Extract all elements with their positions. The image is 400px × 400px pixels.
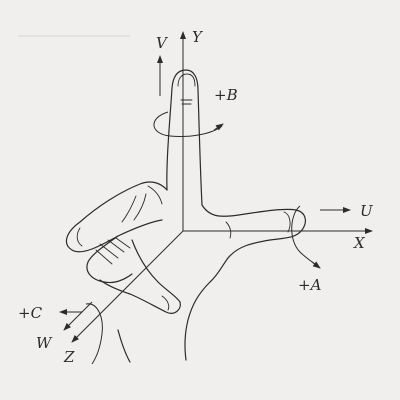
a-rotation-arc [291,205,319,267]
pinky-fingernail [161,295,170,311]
a-rotation-label: +A [298,276,322,294]
shade-line-4 [115,237,131,249]
wrist-left [117,329,131,363]
shade-line-3 [107,239,125,253]
palm-outline [184,257,229,361]
pinky-finger [99,239,181,314]
a-rotation-arrow [311,261,321,269]
u-translation-label: U [360,202,374,220]
rotation-arcs [59,111,321,365]
c-rotation-arc [85,303,103,365]
index-fingernail [177,73,196,87]
thumb-nail [283,211,291,233]
thumb [201,204,306,259]
ring-finger [86,235,133,284]
index-finger [166,69,203,206]
middle-finger [65,181,168,253]
shade-line-6 [133,193,147,221]
w-translation-label: W [36,334,53,352]
b-rotation-label: +B [214,86,238,104]
b-rotation-arrow [213,123,224,131]
z-axis-line [71,230,184,343]
shade-line-2 [99,243,119,259]
axes [71,31,373,343]
w-arrow [63,301,93,331]
z-axis-label: Z [63,348,75,366]
v-translation-label: V [156,34,169,52]
shade-line-1 [95,249,113,265]
shade-line-5 [121,195,137,223]
labels: Y V +B U X +A +C W Z [18,28,374,366]
x-axis-label: X [353,234,366,252]
c-rotation-label: +C [18,304,43,322]
middle-knuckle [147,185,163,205]
thumb-crease [225,221,232,239]
b-rotation-arc [153,111,223,137]
translation-arrows [63,55,351,331]
hand-drawing [65,69,306,363]
y-axis-label: Y [192,28,204,46]
middle-fingernail [76,227,83,247]
